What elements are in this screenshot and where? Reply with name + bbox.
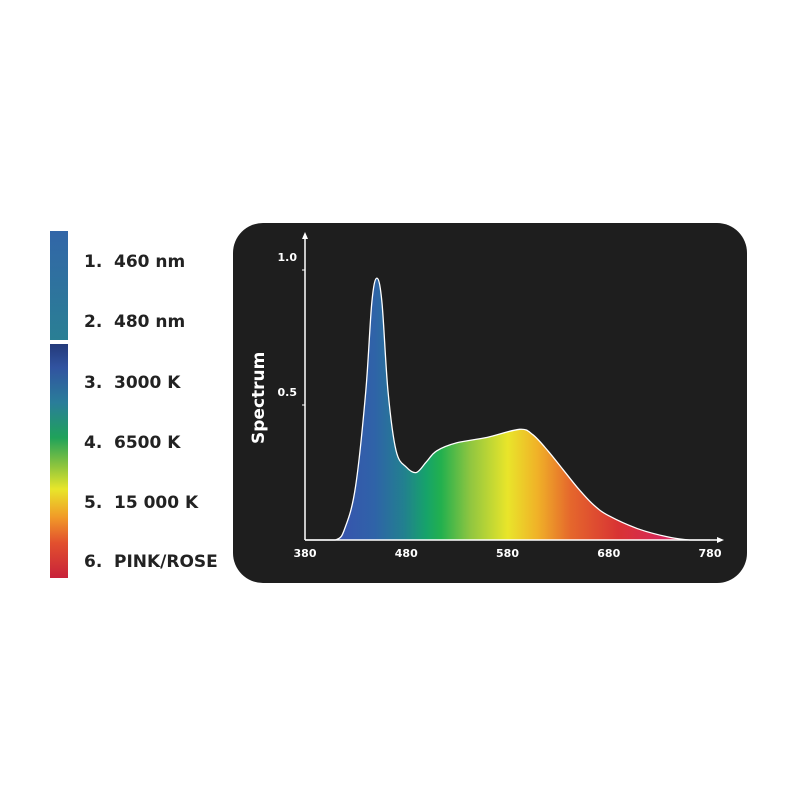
- legend-item: 5. 15 000 K: [84, 493, 198, 513]
- legend-item-label: PINK/ROSE: [114, 552, 218, 572]
- legend-item-number: 4.: [84, 433, 103, 453]
- legend-item-label: 480 nm: [114, 312, 186, 332]
- legend-item-number: 3.: [84, 373, 103, 393]
- legend-item: 6. PINK/ROSE: [84, 552, 218, 572]
- y-axis-label: Spectrum: [249, 352, 269, 444]
- y-tick-label: 1.0: [278, 251, 298, 264]
- legend-item: 1. 460 nm: [84, 252, 185, 272]
- x-tick-label: 580: [496, 547, 519, 560]
- x-axis-arrow: [717, 537, 724, 543]
- legend-item: 3. 3000 K: [84, 373, 180, 393]
- x-tick-label: 380: [294, 547, 317, 560]
- legend-color-bar-spectrum: [50, 344, 68, 578]
- y-axis-arrow: [302, 232, 308, 239]
- legend-item-number: 1.: [84, 252, 103, 272]
- legend-item: 4. 6500 K: [84, 433, 180, 453]
- legend-item-label: 6500 K: [114, 433, 181, 453]
- legend-item-number: 6.: [84, 552, 103, 572]
- spectrum-area: [305, 278, 710, 540]
- legend-item-label: 3000 K: [114, 373, 181, 393]
- legend-item-label: 460 nm: [114, 252, 186, 272]
- legend-item: 2. 480 nm: [84, 312, 185, 332]
- spectrum-line: [305, 277, 710, 541]
- legend-item-number: 5.: [84, 493, 103, 513]
- legend-color-bar-leds: [50, 231, 68, 340]
- y-tick-label: 0.5: [278, 386, 298, 399]
- x-tick-label: 480: [395, 547, 418, 560]
- legend-item-label: 15 000 K: [114, 493, 199, 513]
- x-tick-label: 680: [597, 547, 620, 560]
- x-tick-label: 780: [699, 547, 722, 560]
- legend-item-number: 2.: [84, 312, 103, 332]
